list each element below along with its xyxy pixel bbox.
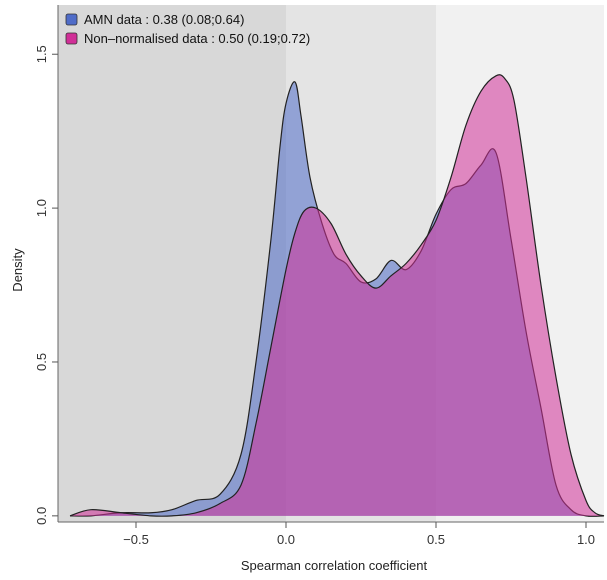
- legend: AMN data : 0.38 (0.08;0.64) Non–normalis…: [65, 12, 310, 46]
- y-tick-label: 0.5: [34, 353, 49, 371]
- x-tick-label: −0.5: [123, 532, 149, 547]
- legend-label-amn: AMN data : 0.38 (0.08;0.64): [84, 12, 244, 27]
- y-axis-title: Density: [10, 248, 25, 292]
- x-tick-label: 1.0: [577, 532, 595, 547]
- series-area-non-normalised-outline: [69, 74, 605, 517]
- legend-swatch-amn: [65, 13, 78, 26]
- density-series: [69, 74, 605, 517]
- y-tick-label: 0.0: [34, 507, 49, 525]
- x-tick-label: 0.5: [427, 532, 445, 547]
- x-axis-title: Spearman correlation coefficient: [241, 558, 428, 573]
- legend-label-non-normalised: Non–normalised data : 0.50 (0.19;0.72): [84, 31, 310, 46]
- series-area-non-normalised: [70, 74, 604, 517]
- axes: −0.5 0.0 0.5 1.0 0.0 0.5 1.0 1.5: [34, 5, 604, 547]
- y-tick-label: 1.5: [34, 45, 49, 63]
- x-tick-label: 0.0: [277, 532, 295, 547]
- legend-swatch-non-normalised: [65, 32, 78, 45]
- y-tick-label: 1.0: [34, 199, 49, 217]
